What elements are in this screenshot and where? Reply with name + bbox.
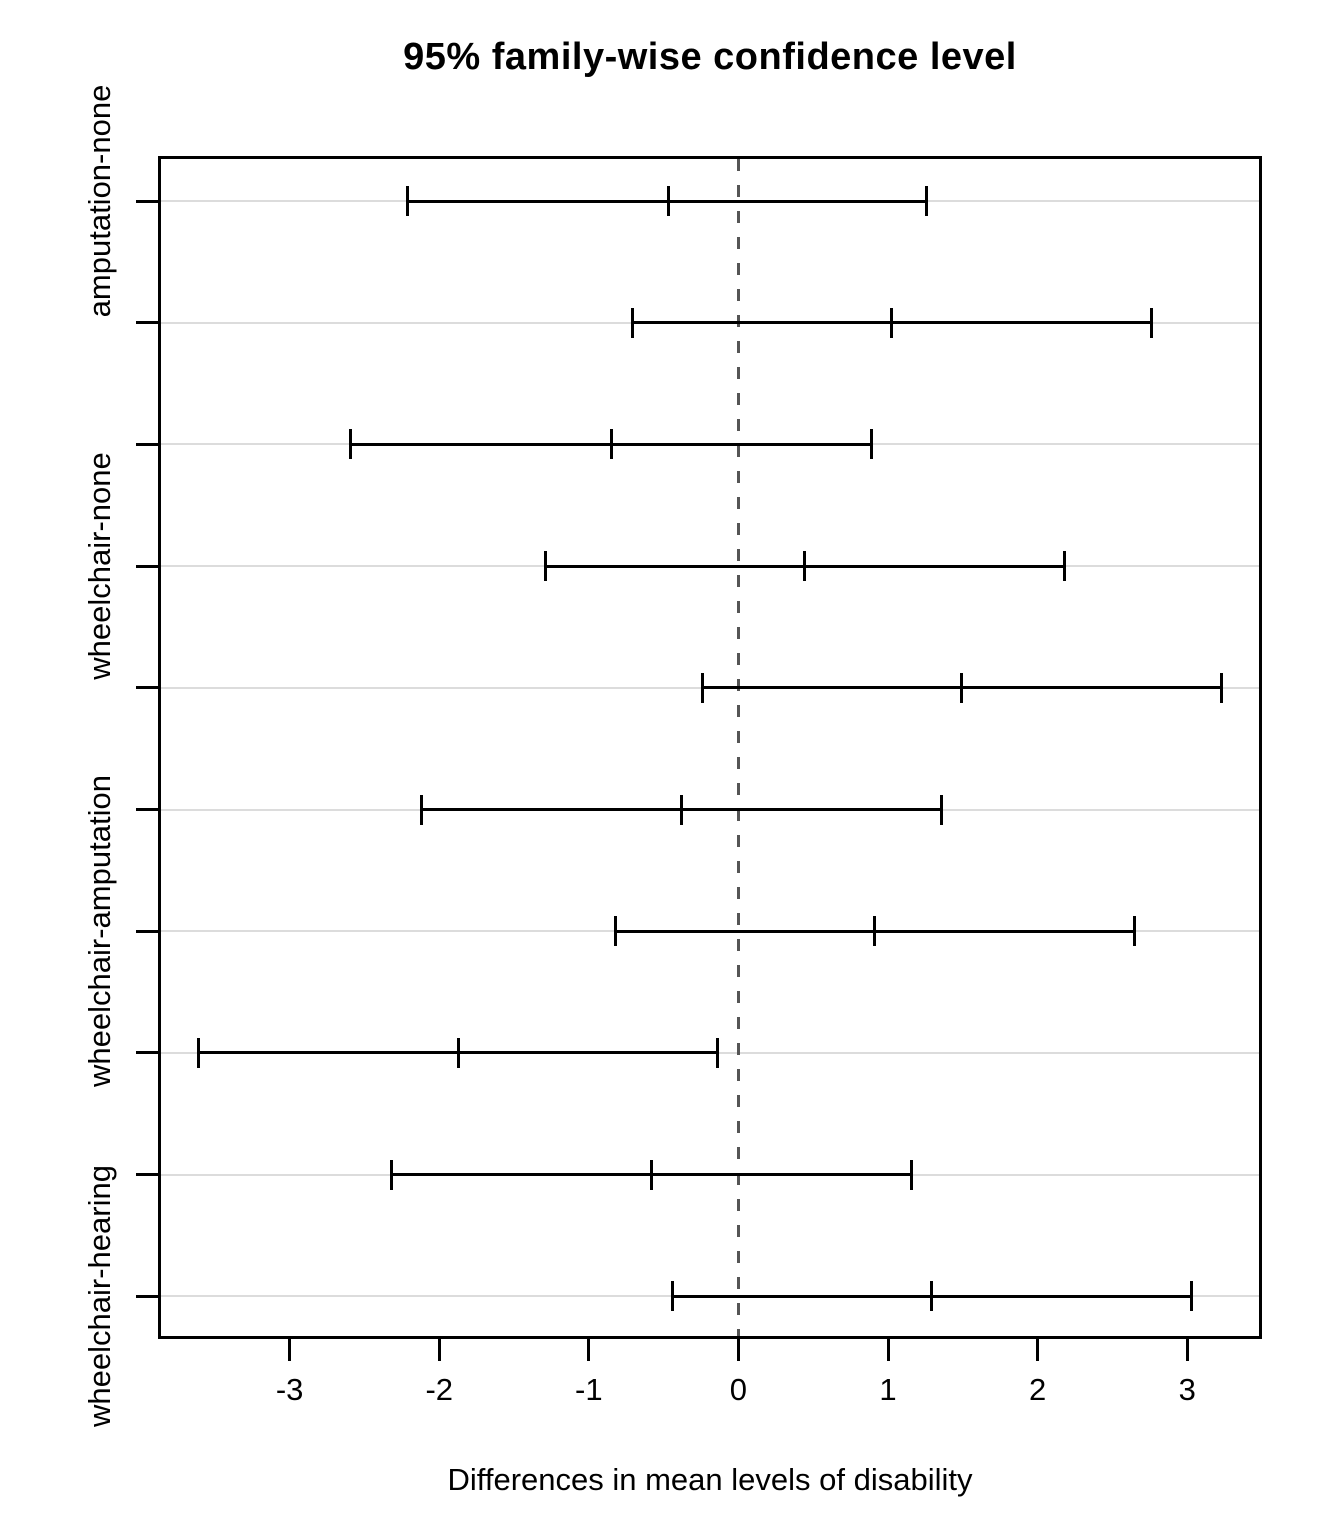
zero-reference-line: [736, 159, 740, 1336]
ci-lower-tick: [419, 794, 423, 825]
ci-upper-tick: [910, 1159, 914, 1190]
x-tick-label: 1: [879, 1372, 897, 1407]
x-tick-label: 0: [729, 1372, 748, 1407]
x-tick-label: -2: [425, 1372, 454, 1407]
chart-title: 95% family-wise confidence level: [403, 36, 1017, 78]
ci-mid-tick: [609, 429, 613, 460]
ci-mid-tick: [929, 1281, 933, 1312]
ci-mid-tick: [457, 1037, 461, 1068]
x-tick-label: 2: [1028, 1372, 1047, 1407]
y-axis-label: amputation-none: [82, 84, 117, 318]
ci-mid-tick: [680, 794, 684, 825]
x-axis-tick: [736, 1339, 740, 1361]
ci-lower-tick: [701, 672, 705, 703]
ci-lower-tick: [543, 551, 547, 582]
y-axis-tick: [136, 929, 158, 933]
ci-mid-tick: [873, 916, 877, 947]
y-axis-tick: [136, 1173, 158, 1177]
ci-lower-tick: [196, 1037, 200, 1068]
y-axis-tick: [136, 321, 158, 325]
y-axis-tick: [136, 1051, 158, 1055]
ci-upper-tick: [1220, 672, 1224, 703]
ci-upper-tick: [1190, 1281, 1194, 1312]
x-axis-tick: [1036, 1339, 1040, 1361]
x-axis-tick: [587, 1339, 591, 1361]
x-axis-tick: [437, 1339, 441, 1361]
ci-lower-tick: [671, 1281, 675, 1312]
y-axis-label: wheelchair-amputation: [82, 775, 117, 1088]
x-axis-title: Differences in mean levels of disability: [447, 1462, 973, 1497]
x-tick-label: -1: [575, 1372, 603, 1407]
plot-area-border: [158, 156, 1262, 1339]
y-axis-tick: [136, 442, 158, 446]
y-axis-tick: [136, 686, 158, 690]
y-axis-tick: [136, 564, 158, 568]
ci-upper-tick: [1063, 551, 1067, 582]
y-axis-label: wheelchair-hearing: [82, 1165, 117, 1428]
ci-mid-tick: [666, 186, 670, 216]
ci-mid-tick: [802, 551, 806, 582]
ci-upper-tick: [940, 794, 944, 825]
ci-upper-tick: [870, 429, 874, 460]
ci-upper-tick: [715, 1037, 719, 1068]
ci-lower-tick: [406, 186, 410, 216]
ci-upper-tick: [925, 186, 929, 216]
y-axis-tick: [136, 808, 158, 811]
ci-mid-tick: [959, 672, 963, 703]
x-axis-tick: [886, 1339, 890, 1361]
ci-lower-tick: [389, 1159, 393, 1190]
ci-upper-tick: [1149, 307, 1153, 338]
ci-lower-tick: [614, 916, 618, 947]
ci-mid-tick: [650, 1159, 654, 1190]
y-axis-tick: [136, 1294, 158, 1298]
ci-mid-tick: [889, 307, 893, 338]
ci-lower-tick: [630, 307, 634, 338]
ci-lower-tick: [349, 429, 353, 460]
y-axis-label: wheelchair-none: [82, 452, 117, 680]
x-tick-label: -3: [275, 1372, 304, 1407]
y-axis-tick: [136, 199, 158, 203]
ci-upper-tick: [1133, 916, 1137, 947]
x-tick-label: 3: [1178, 1372, 1196, 1407]
x-axis-tick: [288, 1339, 292, 1361]
x-axis-tick: [1185, 1339, 1189, 1361]
